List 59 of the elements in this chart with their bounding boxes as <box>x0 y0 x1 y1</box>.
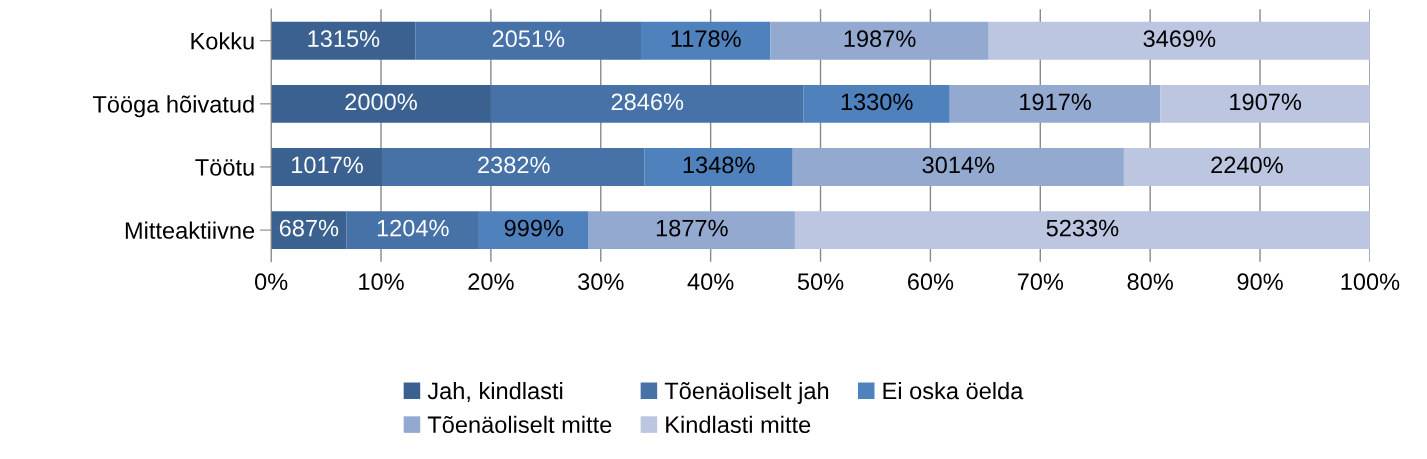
data-label: 1315% <box>308 30 380 48</box>
bar <box>382 148 645 186</box>
x-tick-label: 60% <box>907 273 954 291</box>
data-label: 1017% <box>292 156 363 174</box>
y-tick-label: Tööga hõivatud <box>92 95 254 118</box>
bar <box>271 148 383 186</box>
bar <box>770 21 989 60</box>
bar <box>346 211 479 250</box>
legend-label: Jah, kindlasti <box>427 381 563 403</box>
data-label: 1330% <box>841 93 913 111</box>
legend-label: Ei oska öelda <box>883 381 1024 400</box>
bar <box>271 84 491 123</box>
x-tick-label: 0% <box>254 273 288 291</box>
x-tick-label: 50% <box>797 273 844 291</box>
x-tick-label: 90% <box>1237 273 1283 291</box>
bar <box>478 211 589 250</box>
data-label: 3469% <box>1143 30 1216 48</box>
data-label: 3014% <box>922 156 995 174</box>
bar <box>988 21 1370 60</box>
bar <box>490 84 804 123</box>
x-tick-label: 80% <box>1127 273 1173 291</box>
bar <box>644 148 793 186</box>
x-tick-label: 10% <box>359 273 404 291</box>
y-tick-label: Mitteaktiivne <box>125 221 255 239</box>
data-label: 2382% <box>478 156 550 174</box>
data-label: 1907% <box>1230 93 1302 111</box>
bar <box>1160 84 1370 123</box>
data-label: 999% <box>504 219 564 237</box>
data-label: 1204% <box>377 219 449 237</box>
data-label: 5233% <box>1046 219 1119 237</box>
x-tick-label: 100% <box>1341 273 1400 291</box>
data-label: 1987% <box>844 30 916 48</box>
bar <box>803 84 950 123</box>
bar <box>1123 148 1370 186</box>
y-tick-label: Töötu <box>195 159 254 176</box>
bar <box>792 148 1124 186</box>
data-label: 2051% <box>492 30 565 48</box>
bar <box>794 211 1370 250</box>
data-label: 2240% <box>1211 156 1283 174</box>
bar <box>415 21 641 60</box>
x-tick-label: 40% <box>687 273 734 291</box>
x-tick-label: 30% <box>578 273 624 291</box>
x-tick-label: 70% <box>1017 273 1064 291</box>
data-label: 2000% <box>345 93 417 111</box>
y-tick-label: Kokku <box>191 32 254 50</box>
bar <box>949 84 1161 123</box>
legend-label: Kindlasti mitte <box>666 415 811 434</box>
data-label: 1348% <box>683 156 755 174</box>
data-label: 1877% <box>656 219 728 237</box>
data-label: 1178% <box>671 30 741 48</box>
legend-label: Tõenäoliselt jah <box>664 381 829 404</box>
bar <box>271 21 416 60</box>
bar <box>640 21 771 60</box>
data-label: 2846% <box>611 93 684 111</box>
data-label: 687% <box>279 219 339 237</box>
bar <box>588 211 795 250</box>
x-tick-label: 20% <box>468 273 514 291</box>
data-label: 1917% <box>1020 93 1091 111</box>
legend-label: Tõenäoliselt mitte <box>427 415 612 434</box>
